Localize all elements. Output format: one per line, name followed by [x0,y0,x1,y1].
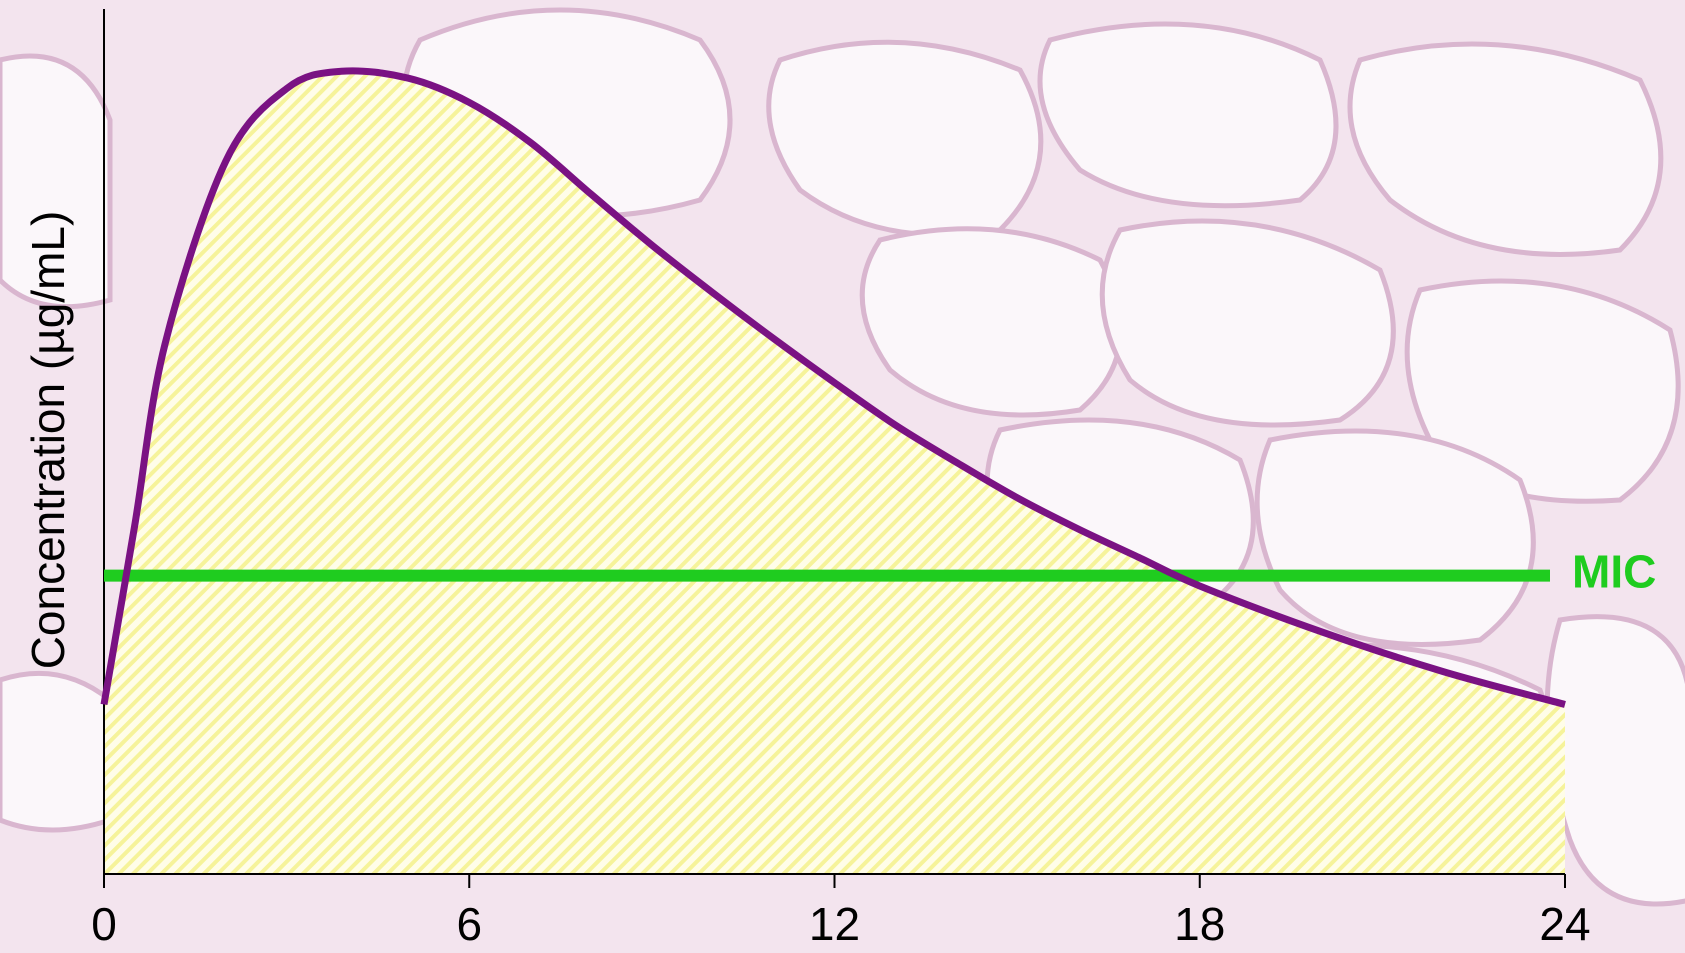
page: {"chart_data": { "type": "area", "y_labe… [0,0,1685,953]
x-tick-label: 18 [1174,898,1225,950]
x-tick-label: 24 [1539,898,1590,950]
y-axis-label: Concentration (µg/mL) [22,211,74,670]
x-tick-label: 12 [809,898,860,950]
x-tick-label: 0 [91,898,117,950]
chart: Concentration (µg/mL) 0 6 12 18 24 MIC [0,0,1685,953]
mic-label: MIC [1572,546,1656,598]
x-tick-label: 6 [456,898,482,950]
